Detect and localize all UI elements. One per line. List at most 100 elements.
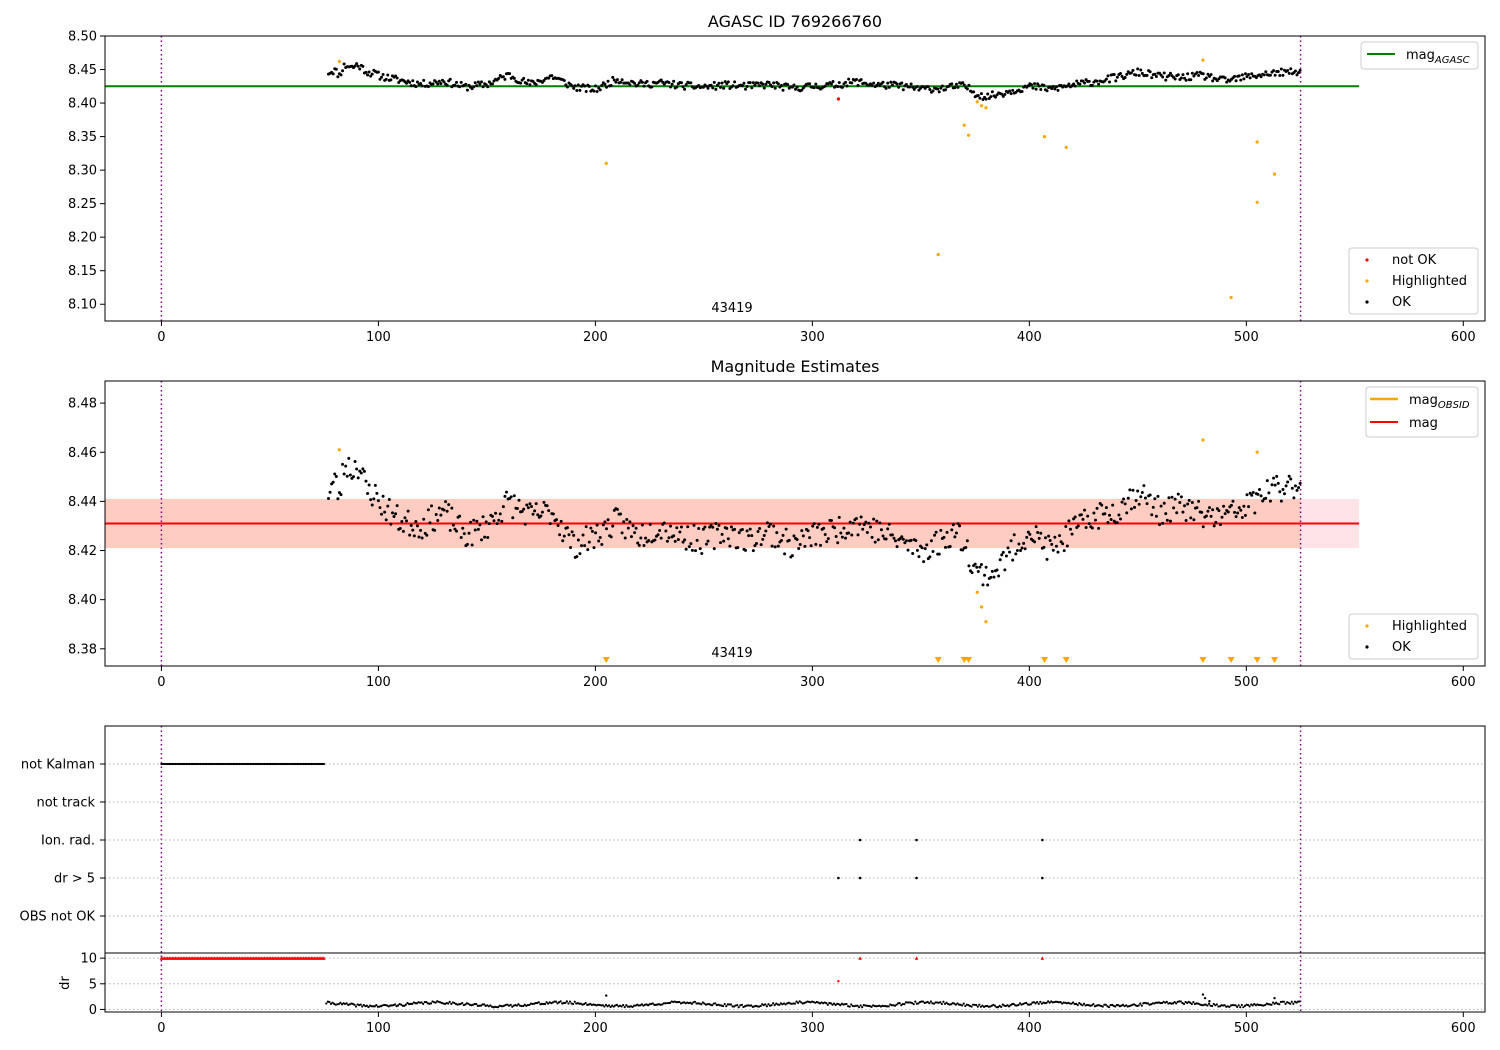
ok-point [1237, 506, 1241, 510]
flag-point [294, 762, 297, 766]
ok-point [1279, 67, 1283, 71]
dr-point [826, 1003, 829, 1006]
dr-outlier-point [1273, 996, 1276, 1000]
dr-point [740, 1003, 743, 1006]
ok-point [1168, 519, 1172, 523]
ok-point [645, 79, 649, 83]
ok-point [366, 73, 370, 77]
ok-point [808, 82, 812, 86]
ok-point [341, 462, 345, 466]
ok-point [1014, 552, 1018, 556]
ok-point [1079, 513, 1083, 517]
ok-point [684, 547, 688, 551]
ok-point [620, 531, 624, 535]
ok-point [1297, 486, 1301, 490]
flag-point [319, 762, 322, 766]
ok-point [1054, 544, 1058, 548]
ok-point [876, 538, 880, 542]
dr-tick-label: 5 [89, 977, 97, 992]
ok-point [659, 536, 663, 540]
flag-point [239, 762, 243, 766]
ok-point [497, 76, 501, 80]
dr-point [784, 1003, 787, 1006]
ok-point [790, 85, 794, 89]
ok-point [1183, 76, 1187, 80]
ok-point [1031, 86, 1035, 90]
dr-point [367, 1005, 370, 1009]
flag-point [321, 762, 324, 766]
ok-point [628, 83, 632, 87]
ok-point [636, 83, 640, 87]
ok-point [525, 82, 529, 86]
ok-point [842, 526, 846, 530]
ok-point [715, 527, 719, 531]
highlighted-point [604, 161, 608, 166]
ok-point [765, 521, 769, 525]
dr-point [1275, 1001, 1278, 1004]
ok-point [697, 526, 701, 530]
ok-point [639, 536, 643, 540]
ok-point [526, 506, 530, 510]
x-tick-label: 600 [1451, 1021, 1476, 1036]
dr-point [1182, 1002, 1186, 1006]
x-tick-label: 300 [800, 330, 825, 345]
ok-point [1178, 500, 1182, 504]
ok-point [576, 83, 580, 87]
ok-point [448, 528, 452, 532]
obsid-annotation: 43419 [711, 646, 752, 661]
flag-point [260, 762, 263, 766]
ok-point [386, 73, 390, 77]
dr-point [956, 1002, 959, 1005]
dr-point [1001, 1003, 1004, 1006]
ok-point [355, 62, 359, 66]
dr-point [1251, 1004, 1254, 1007]
axis-ticks: 0 100 200 300 400 500 600 8.38 8.40 8.42 8.44 8.46 8… [68, 397, 1476, 690]
ok-point [851, 521, 855, 525]
dr-point [1151, 1002, 1154, 1005]
ok-point [1200, 510, 1204, 514]
plot-background [105, 36, 1485, 321]
flag-point [264, 762, 268, 766]
ok-point [922, 560, 926, 564]
ok-point [353, 459, 357, 463]
dr-point [859, 1004, 862, 1007]
ok-point [559, 519, 563, 523]
flag-point [193, 762, 196, 766]
ok-point [556, 524, 560, 528]
flag-point [233, 762, 236, 766]
ok-point [662, 521, 666, 525]
ok-point [837, 515, 841, 519]
ok-point [911, 85, 915, 89]
ok-point [697, 83, 701, 87]
dr-point [406, 1001, 409, 1005]
ok-point [578, 88, 582, 92]
ok-point [740, 84, 744, 88]
ok-point [850, 81, 854, 85]
x-tick-label: 400 [1017, 675, 1042, 690]
ok-point [783, 552, 787, 556]
dr-point [926, 1000, 929, 1004]
ok-point [943, 88, 947, 92]
ok-point [1297, 71, 1301, 75]
dr-point [389, 1004, 392, 1007]
dr-point [996, 1006, 1000, 1009]
dr-point [904, 1001, 908, 1004]
x-tick-label: 300 [800, 1021, 825, 1036]
ok-point [993, 95, 997, 99]
ok-point [840, 85, 844, 89]
dr-point [565, 1000, 569, 1003]
legend-box [1348, 613, 1479, 660]
dr-point [517, 1003, 520, 1006]
ok-point [939, 528, 943, 532]
ok-point [1050, 542, 1054, 546]
dr-point [664, 1002, 667, 1005]
highlighted-point [984, 620, 988, 624]
dr-point [459, 1002, 462, 1006]
ok-point [512, 76, 516, 80]
flag-point [302, 762, 305, 766]
flag-point [163, 762, 166, 766]
ok-point [1140, 491, 1144, 495]
ok-point [1154, 75, 1158, 79]
dr-point [964, 1004, 967, 1008]
ok-point [1062, 549, 1066, 553]
